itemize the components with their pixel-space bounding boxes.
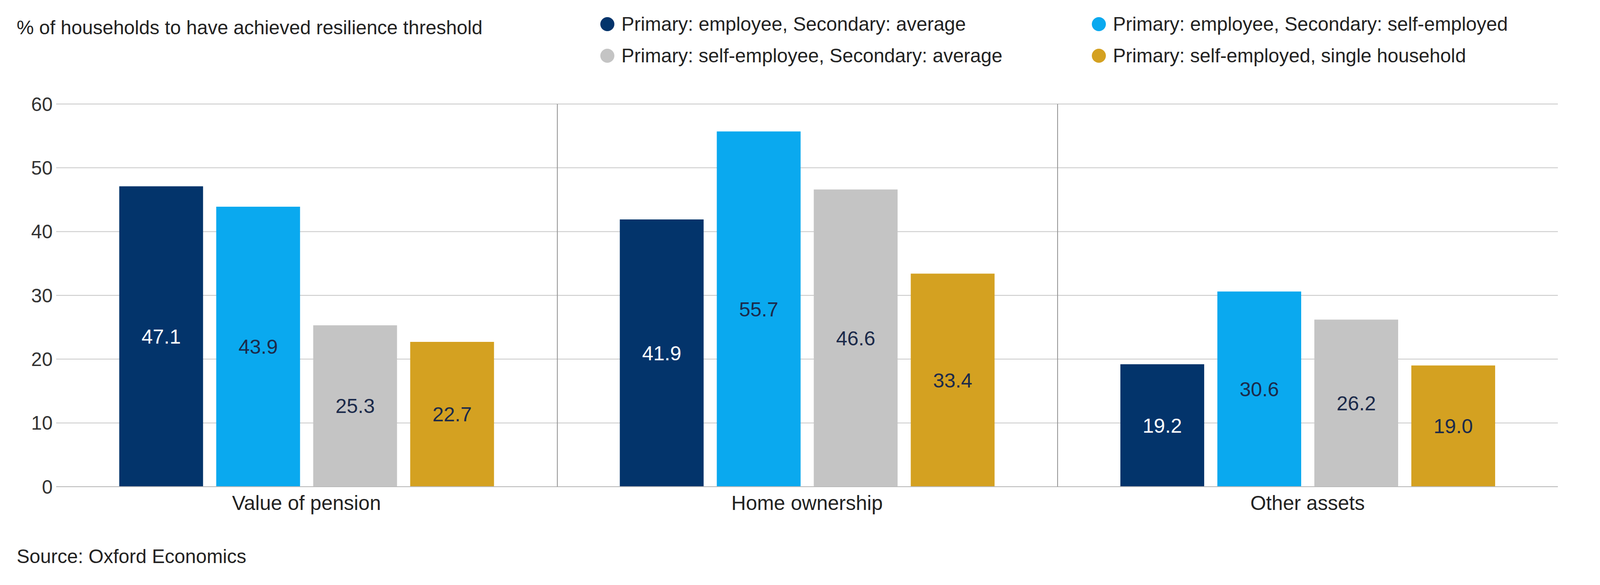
svg-text:10: 10: [31, 412, 53, 434]
html-text:Source: Oxford Economics: Source: Oxford Economics: [16, 545, 247, 567]
svg-text:19.2: 19.2: [1142, 414, 1183, 438]
svg-text:50: 50: [31, 157, 53, 179]
svg-text:26.2: 26.2: [1336, 391, 1377, 415]
svg-text:33.4: 33.4: [932, 369, 973, 392]
html-text:Primary: employee, Secondary:: Primary: employee, Secondary: self-emplo…: [1112, 13, 1508, 35]
html-text:% of households to have achiev: % of households to have achieved resilie…: [16, 16, 483, 39]
svg-text:19.0: 19.0: [1433, 414, 1474, 438]
svg-text:20: 20: [31, 348, 53, 370]
html-text:Primary: self-employee, Second: Primary: self-employee, Secondary: avera…: [621, 44, 1003, 67]
svg-text:30.6: 30.6: [1239, 377, 1280, 401]
svg-text:40: 40: [31, 220, 53, 243]
svg-text:41.9: 41.9: [642, 341, 682, 365]
svg-text:22.7: 22.7: [432, 402, 472, 426]
svg-text:55.7: 55.7: [739, 297, 779, 321]
svg-text:Home ownership: Home ownership: [731, 491, 883, 515]
svg-text:25.3: 25.3: [335, 394, 375, 418]
html-text:Primary: self-employed, single: Primary: self-employed, single household: [1112, 44, 1466, 67]
svg-text:0: 0: [42, 476, 53, 498]
svg-text:Other assets: Other assets: [1250, 491, 1365, 515]
svg-text:Value of pension: Value of pension: [232, 491, 381, 515]
svg-text:47.1: 47.1: [141, 325, 181, 348]
svg-text:43.9: 43.9: [238, 335, 278, 359]
svg-text:60: 60: [31, 93, 53, 115]
svg-text:46.6: 46.6: [835, 326, 876, 350]
html-text:Primary: employee, Secondary:: Primary: employee, Secondary: average: [621, 13, 966, 35]
svg-text:30: 30: [31, 284, 53, 307]
